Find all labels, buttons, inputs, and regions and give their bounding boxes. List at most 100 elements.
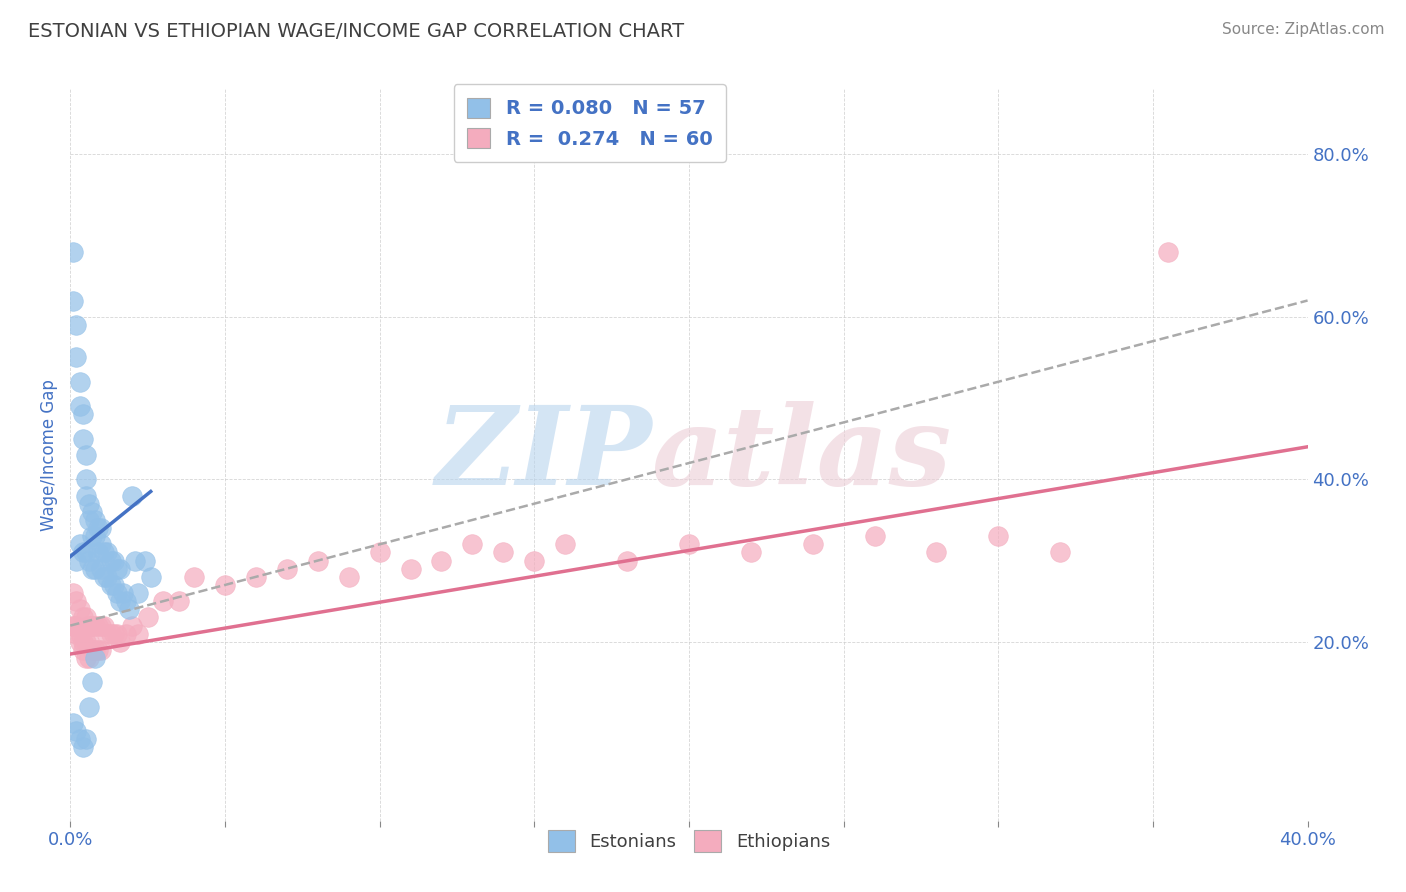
Point (108, 635, 131, 649)
Point (152, 594, 174, 608)
Point (84, 513, 107, 527)
Point (90, 643, 112, 657)
Point (84, 562, 107, 576)
Point (72, 545, 94, 559)
Point (75, 732, 97, 747)
Text: ESTONIAN VS ETHIOPIAN WAGE/INCOME GAP CORRELATION CHART: ESTONIAN VS ETHIOPIAN WAGE/INCOME GAP CO… (28, 22, 685, 41)
Point (77, 513, 100, 527)
Point (108, 594, 131, 608)
Point (65, 618, 87, 632)
Point (69, 399, 91, 413)
Point (65, 626, 87, 640)
Point (72, 432, 94, 446)
Point (337, 570, 360, 584)
Point (80, 529, 103, 543)
Point (90, 521, 112, 535)
Point (136, 610, 159, 624)
Point (368, 545, 391, 559)
Text: atlas: atlas (652, 401, 952, 508)
Point (134, 553, 156, 567)
Point (523, 553, 546, 567)
Point (96, 545, 118, 559)
Point (93, 570, 115, 584)
Point (75, 489, 97, 503)
Point (65, 318, 87, 332)
Point (245, 570, 267, 584)
Point (77, 635, 100, 649)
Point (77, 553, 100, 567)
Point (399, 562, 422, 576)
Point (69, 732, 91, 747)
Point (111, 586, 134, 600)
Point (69, 602, 91, 616)
Point (118, 602, 141, 616)
Point (96, 626, 118, 640)
Point (554, 537, 576, 551)
Point (80, 562, 103, 576)
Point (65, 594, 87, 608)
Point (430, 553, 453, 567)
Point (75, 610, 97, 624)
Point (90, 618, 112, 632)
Point (62, 618, 84, 632)
Point (127, 626, 149, 640)
Point (100, 578, 122, 592)
Point (103, 626, 125, 640)
Point (214, 578, 236, 592)
Point (72, 610, 94, 624)
Point (127, 586, 149, 600)
Point (69, 537, 91, 551)
Point (100, 626, 122, 640)
Point (492, 545, 515, 559)
Point (90, 537, 112, 551)
Point (105, 586, 128, 600)
Point (93, 545, 115, 559)
Point (115, 626, 138, 640)
Point (72, 643, 94, 657)
Point (80, 643, 103, 657)
Point (80, 675, 103, 690)
Point (72, 407, 94, 421)
Legend: Estonians, Ethiopians: Estonians, Ethiopians (537, 819, 841, 863)
Text: ZIP: ZIP (436, 401, 652, 508)
Point (62, 716, 84, 731)
Point (62, 618, 84, 632)
Point (93, 618, 115, 632)
Point (77, 699, 100, 714)
Point (84, 651, 107, 665)
Point (65, 724, 87, 739)
Point (96, 570, 118, 584)
Point (65, 553, 87, 567)
Point (75, 448, 97, 462)
Point (84, 529, 107, 543)
Point (75, 545, 97, 559)
Point (72, 740, 94, 755)
Point (1049, 545, 1071, 559)
Point (80, 505, 103, 519)
Point (105, 562, 128, 576)
Point (740, 545, 762, 559)
Point (115, 594, 138, 608)
Point (925, 545, 948, 559)
Point (65, 351, 87, 365)
Point (276, 562, 298, 576)
Point (183, 570, 205, 584)
Point (461, 537, 484, 551)
Point (100, 553, 122, 567)
Point (139, 570, 162, 584)
Text: Source: ZipAtlas.com: Source: ZipAtlas.com (1222, 22, 1385, 37)
Point (307, 553, 329, 567)
Point (90, 562, 112, 576)
Point (62, 293, 84, 308)
Point (69, 375, 91, 389)
Point (72, 635, 94, 649)
Point (87, 643, 110, 657)
Point (124, 553, 146, 567)
Point (1157, 244, 1180, 259)
Point (103, 553, 125, 567)
Point (75, 635, 97, 649)
Point (75, 472, 97, 486)
Point (121, 489, 143, 503)
Point (62, 244, 84, 259)
Point (87, 618, 110, 632)
